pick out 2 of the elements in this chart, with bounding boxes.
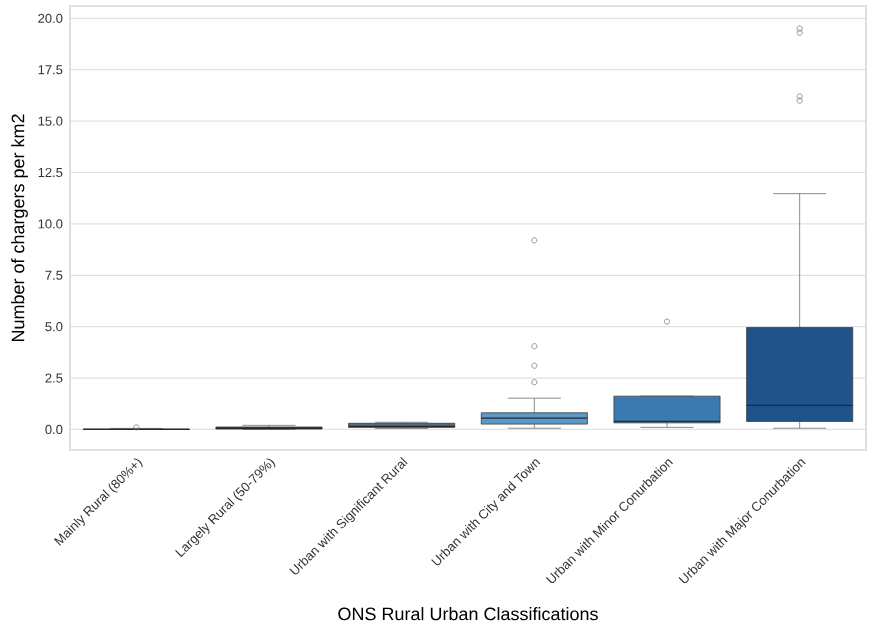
x-axis-title: ONS Rural Urban Classifications [338,607,598,621]
y-axis-title: Number of chargers per km2 [11,114,28,342]
